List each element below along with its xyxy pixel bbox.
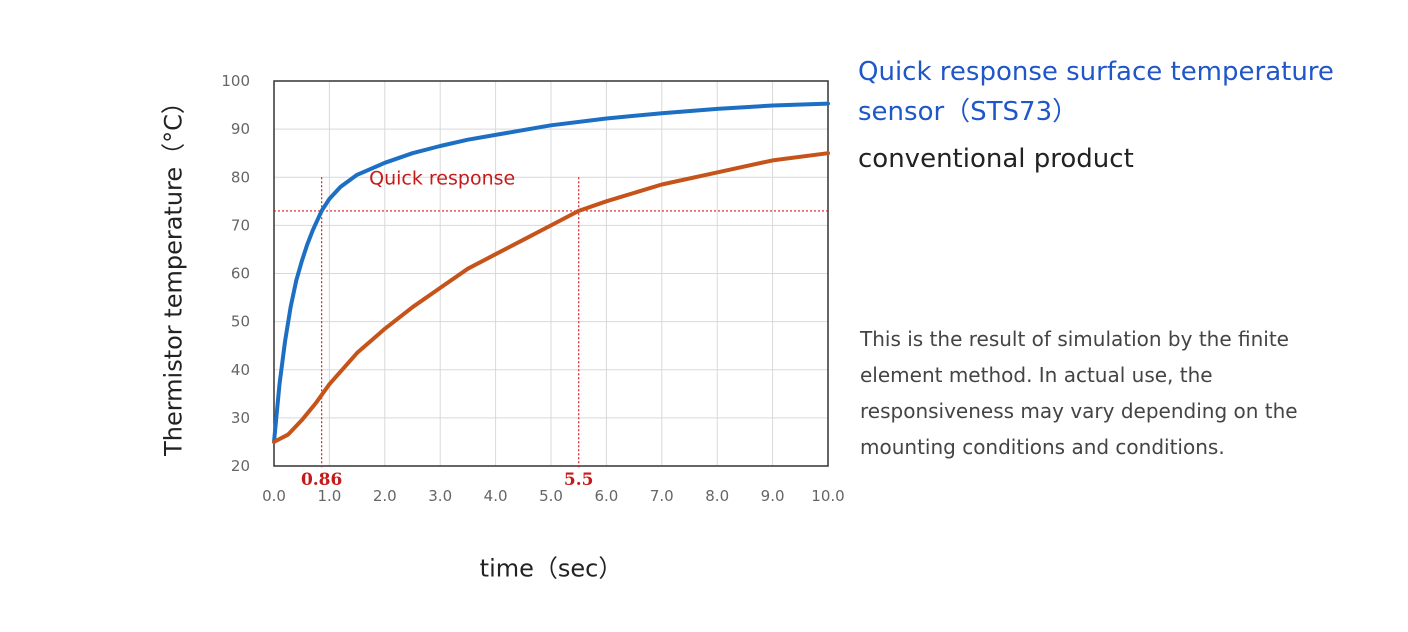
x-tick-label: 5.0 <box>539 487 563 505</box>
y-tick-label: 70 <box>231 216 250 234</box>
y-tick-label: 60 <box>231 265 250 283</box>
x-tick-label: 2.0 <box>373 487 397 505</box>
y-tick-label: 50 <box>231 313 250 331</box>
y-tick-label: 30 <box>231 409 250 427</box>
plot-frame <box>273 80 829 467</box>
x-tick-label: 9.0 <box>761 487 785 505</box>
y-tick-label: 100 <box>221 72 250 90</box>
y-tick-label: 20 <box>231 457 250 475</box>
x-tick-label: 3.0 <box>428 487 452 505</box>
x-tick-label: 4.0 <box>484 487 508 505</box>
series-line-2 <box>272 151 830 444</box>
x-tick-label: 10.0 <box>811 487 844 505</box>
marker-value-label: 0.86 <box>301 470 342 490</box>
y-tick-label: 40 <box>231 361 250 379</box>
x-tick-label: 8.0 <box>705 487 729 505</box>
legend-conventional: conventional product <box>858 144 1134 174</box>
x-tick-label: 6.0 <box>594 487 618 505</box>
legend-sts73: Quick response surface temperature senso… <box>858 57 1334 127</box>
y-axis-label: Thermistor temperature（°C） <box>159 90 188 456</box>
series-line-1 <box>272 101 830 444</box>
y-tick-label: 80 <box>231 168 250 186</box>
quick-response-annotation: Quick response <box>369 167 515 189</box>
x-tick-label: 7.0 <box>650 487 674 505</box>
x-tick-label: 0.0 <box>262 487 286 505</box>
simulation-note: This is the result of simulation by the … <box>860 327 1298 459</box>
y-tick-label: 90 <box>231 120 250 138</box>
x-axis-label: time（sec） <box>479 554 623 583</box>
x-tick-label: 1.0 <box>317 487 341 505</box>
marker-value-label: 5.5 <box>564 470 594 490</box>
